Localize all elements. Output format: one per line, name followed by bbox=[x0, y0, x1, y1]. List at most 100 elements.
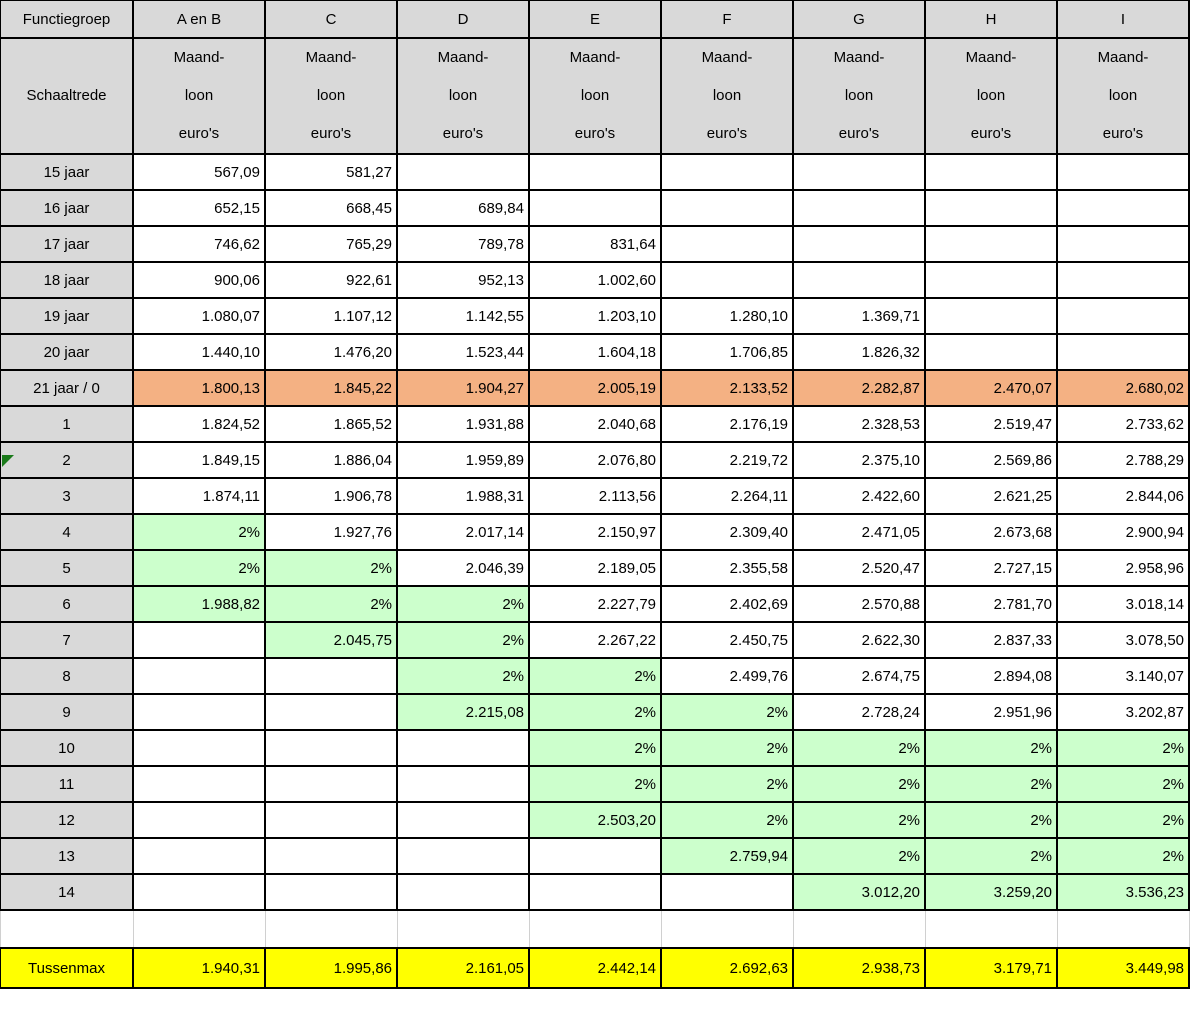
table-cell[interactable]: 1.865,52 bbox=[264, 405, 398, 443]
table-cell[interactable] bbox=[924, 225, 1058, 263]
table-cell[interactable]: 922,61 bbox=[264, 261, 398, 299]
table-cell[interactable] bbox=[396, 837, 530, 875]
table-cell[interactable]: 2.150,97 bbox=[528, 513, 662, 551]
tussenmax-cell[interactable]: 1.995,86 bbox=[264, 947, 398, 989]
table-cell[interactable]: 2.133,52 bbox=[660, 369, 794, 407]
table-cell[interactable] bbox=[792, 189, 926, 227]
table-cell[interactable]: 2.450,75 bbox=[660, 621, 794, 659]
empty-cell[interactable] bbox=[132, 909, 266, 949]
table-cell[interactable] bbox=[528, 837, 662, 875]
table-cell[interactable]: 1.988,82 bbox=[132, 585, 266, 623]
empty-cell[interactable] bbox=[0, 909, 134, 949]
table-cell[interactable]: 1.906,78 bbox=[264, 477, 398, 515]
tussenmax-cell[interactable]: 2.938,73 bbox=[792, 947, 926, 989]
table-cell[interactable] bbox=[1056, 333, 1190, 371]
table-cell[interactable]: 2.040,68 bbox=[528, 405, 662, 443]
table-cell[interactable]: 2% bbox=[528, 765, 662, 803]
table-cell[interactable]: 2.788,29 bbox=[1056, 441, 1190, 479]
table-cell[interactable]: 2% bbox=[792, 729, 926, 767]
table-cell[interactable]: 1.800,13 bbox=[132, 369, 266, 407]
table-cell[interactable]: 2% bbox=[1056, 765, 1190, 803]
table-cell[interactable]: 3.259,20 bbox=[924, 873, 1058, 911]
table-cell[interactable]: 2.733,62 bbox=[1056, 405, 1190, 443]
subheader-cell[interactable]: Maand-loon euro's bbox=[132, 37, 266, 155]
table-cell[interactable] bbox=[660, 153, 794, 191]
table-cell[interactable]: 2.076,80 bbox=[528, 441, 662, 479]
table-cell[interactable]: 2.215,08 bbox=[396, 693, 530, 731]
table-cell[interactable]: 2% bbox=[924, 729, 1058, 767]
empty-cell[interactable] bbox=[1056, 909, 1190, 949]
table-cell[interactable]: 2.402,69 bbox=[660, 585, 794, 623]
table-cell[interactable] bbox=[132, 873, 266, 911]
header-group[interactable]: C bbox=[264, 0, 398, 39]
tussenmax-cell[interactable]: 3.179,71 bbox=[924, 947, 1058, 989]
table-cell[interactable]: 2% bbox=[528, 729, 662, 767]
table-cell[interactable]: 2.844,06 bbox=[1056, 477, 1190, 515]
table-cell[interactable]: 2.355,58 bbox=[660, 549, 794, 587]
row-label[interactable]: 9 bbox=[0, 693, 134, 731]
table-cell[interactable]: 765,29 bbox=[264, 225, 398, 263]
table-cell[interactable]: 2% bbox=[792, 837, 926, 875]
table-cell[interactable] bbox=[660, 873, 794, 911]
table-cell[interactable]: 2% bbox=[1056, 837, 1190, 875]
empty-cell[interactable] bbox=[264, 909, 398, 949]
table-cell[interactable]: 3.536,23 bbox=[1056, 873, 1190, 911]
table-cell[interactable] bbox=[264, 801, 398, 839]
table-cell[interactable] bbox=[924, 297, 1058, 335]
table-cell[interactable]: 2.267,22 bbox=[528, 621, 662, 659]
empty-cell[interactable] bbox=[528, 909, 662, 949]
table-cell[interactable]: 668,45 bbox=[264, 189, 398, 227]
table-cell[interactable]: 1.824,52 bbox=[132, 405, 266, 443]
table-cell[interactable]: 1.849,15 bbox=[132, 441, 266, 479]
table-cell[interactable]: 2% bbox=[924, 801, 1058, 839]
table-cell[interactable]: 2.471,05 bbox=[792, 513, 926, 551]
table-cell[interactable]: 1.886,04 bbox=[264, 441, 398, 479]
row-label[interactable]: 10 bbox=[0, 729, 134, 767]
table-cell[interactable]: 2.958,96 bbox=[1056, 549, 1190, 587]
table-cell[interactable]: 2% bbox=[660, 765, 794, 803]
table-cell[interactable]: 2.422,60 bbox=[792, 477, 926, 515]
table-cell[interactable] bbox=[924, 153, 1058, 191]
table-cell[interactable]: 1.604,18 bbox=[528, 333, 662, 371]
table-cell[interactable]: 2% bbox=[792, 801, 926, 839]
table-cell[interactable]: 1.959,89 bbox=[396, 441, 530, 479]
table-cell[interactable]: 2.570,88 bbox=[792, 585, 926, 623]
header-schaaltrede[interactable]: Schaaltrede bbox=[0, 37, 134, 155]
table-cell[interactable]: 1.845,22 bbox=[264, 369, 398, 407]
table-cell[interactable]: 2% bbox=[660, 729, 794, 767]
subheader-cell[interactable]: Maand-loon euro's bbox=[792, 37, 926, 155]
table-cell[interactable]: 2% bbox=[396, 657, 530, 695]
table-cell[interactable] bbox=[264, 765, 398, 803]
table-cell[interactable]: 831,64 bbox=[528, 225, 662, 263]
table-cell[interactable]: 2.621,25 bbox=[924, 477, 1058, 515]
table-cell[interactable] bbox=[264, 729, 398, 767]
table-cell[interactable]: 2% bbox=[132, 513, 266, 551]
table-cell[interactable]: 2.046,39 bbox=[396, 549, 530, 587]
empty-cell[interactable] bbox=[660, 909, 794, 949]
table-cell[interactable]: 2.520,47 bbox=[792, 549, 926, 587]
table-cell[interactable]: 2.674,75 bbox=[792, 657, 926, 695]
table-cell[interactable] bbox=[132, 693, 266, 731]
row-label[interactable]: 7 bbox=[0, 621, 134, 659]
table-cell[interactable] bbox=[132, 801, 266, 839]
table-cell[interactable]: 2.470,07 bbox=[924, 369, 1058, 407]
table-cell[interactable]: 1.142,55 bbox=[396, 297, 530, 335]
table-cell[interactable] bbox=[264, 657, 398, 695]
table-cell[interactable]: 2.219,72 bbox=[660, 441, 794, 479]
table-cell[interactable] bbox=[924, 189, 1058, 227]
table-cell[interactable]: 2.781,70 bbox=[924, 585, 1058, 623]
row-label[interactable]: 19 jaar bbox=[0, 297, 134, 335]
subheader-cell[interactable]: Maand-loon euro's bbox=[528, 37, 662, 155]
table-cell[interactable]: 1.080,07 bbox=[132, 297, 266, 335]
header-group[interactable]: A en B bbox=[132, 0, 266, 39]
tussenmax-cell[interactable]: 1.940,31 bbox=[132, 947, 266, 989]
table-cell[interactable]: 2% bbox=[1056, 729, 1190, 767]
table-cell[interactable]: 900,06 bbox=[132, 261, 266, 299]
table-cell[interactable]: 3.012,20 bbox=[792, 873, 926, 911]
table-cell[interactable]: 2% bbox=[264, 585, 398, 623]
table-cell[interactable] bbox=[132, 621, 266, 659]
row-label[interactable]: 20 jaar bbox=[0, 333, 134, 371]
table-cell[interactable]: 1.927,76 bbox=[264, 513, 398, 551]
table-cell[interactable] bbox=[1056, 153, 1190, 191]
table-cell[interactable] bbox=[132, 729, 266, 767]
